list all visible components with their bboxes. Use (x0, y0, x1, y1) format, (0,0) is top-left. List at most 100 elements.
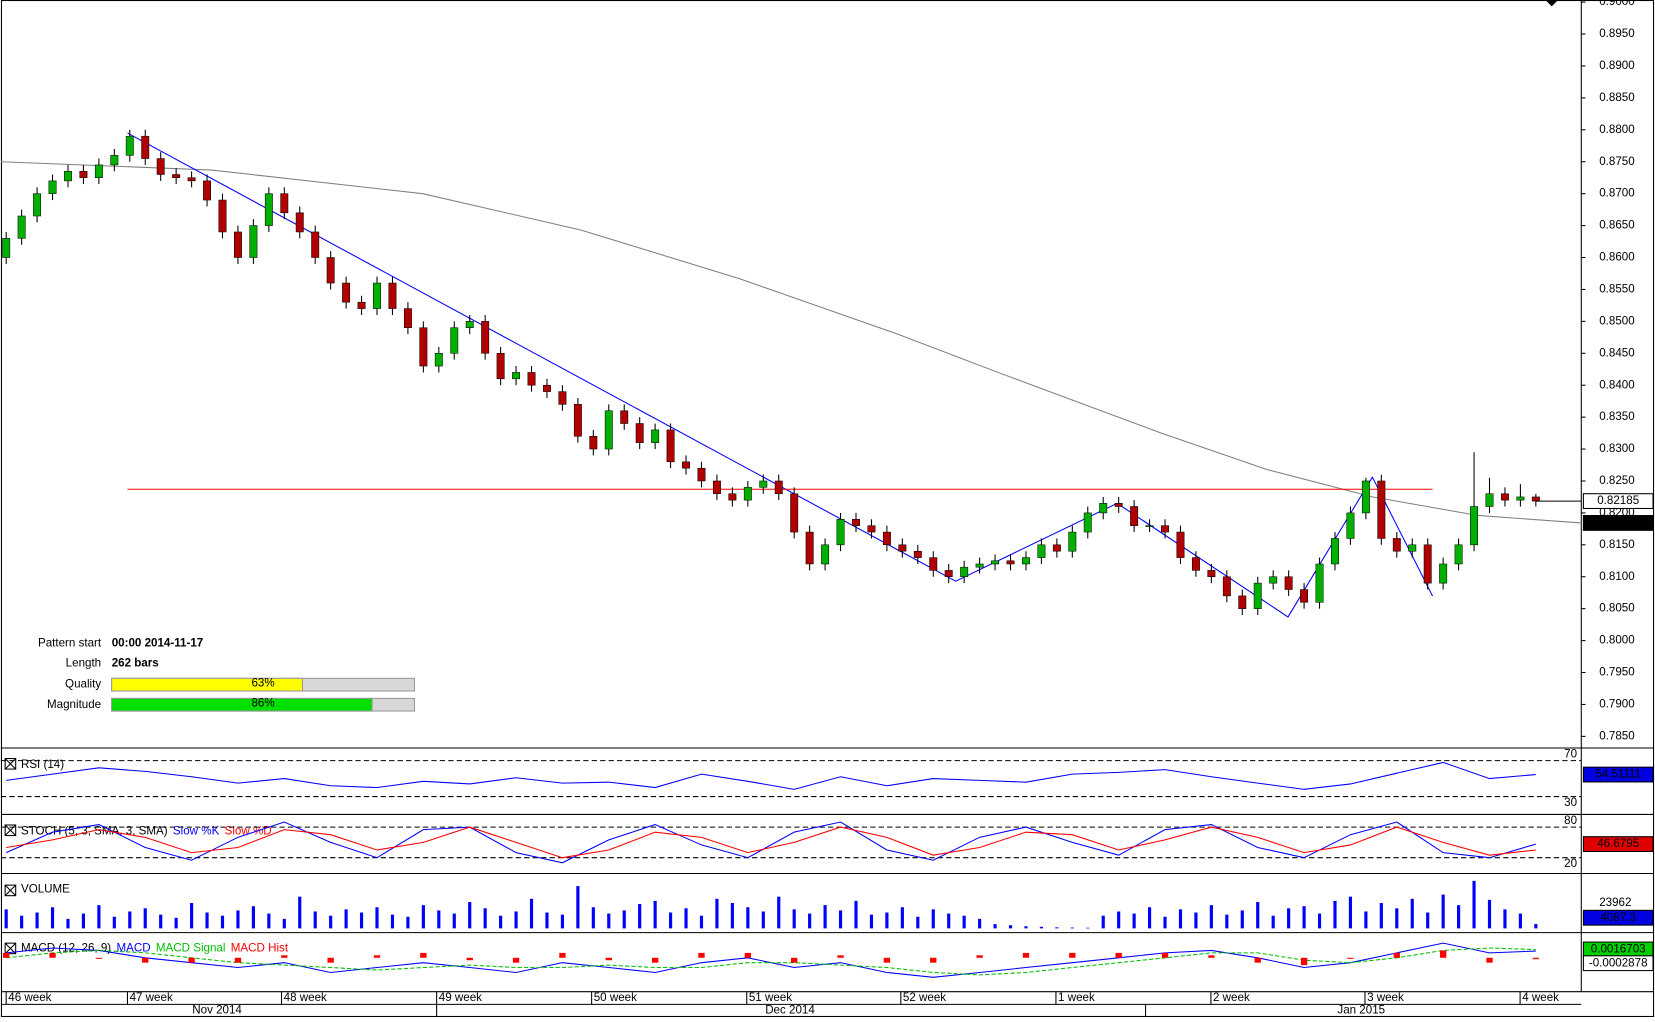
hist-bar (95, 957, 103, 959)
panel-title: VOLUME (21, 882, 70, 895)
candle-body (790, 493, 799, 533)
candle-body (172, 174, 181, 178)
volume-bar (236, 910, 240, 929)
y-tick-label: 70 (1564, 747, 1577, 760)
candle-body (589, 436, 598, 450)
volume-bar (390, 914, 395, 929)
volume-bar (143, 908, 147, 929)
y-tick-label: 0.8000 (1599, 634, 1634, 647)
volume-bar (947, 913, 951, 929)
volume-bar (251, 906, 255, 929)
info-label: Pattern start (38, 637, 102, 650)
volume-bar (1178, 909, 1183, 929)
value-box (1582, 515, 1654, 531)
candle-body (295, 212, 304, 233)
candle-body (326, 257, 335, 284)
candle-body (94, 164, 103, 178)
y-tick-label: 0.8050 (1599, 602, 1634, 615)
volume-bar (97, 905, 101, 929)
candle-body (141, 135, 150, 159)
candle-body (156, 158, 165, 175)
value-label: 0.81843 (1597, 516, 1639, 529)
volume-bar (190, 903, 194, 929)
candle-body (1408, 544, 1417, 552)
candle-body (2, 238, 11, 258)
candle-body (1284, 576, 1293, 590)
volume-bar (499, 915, 503, 929)
series-line (6, 826, 1536, 859)
legend-entry: Slow %K (173, 824, 220, 837)
volume-bar (1364, 911, 1368, 929)
volume-bar (1209, 905, 1213, 929)
y-tick-label: 0.8800 (1599, 123, 1634, 136)
hist-bar (466, 957, 473, 961)
candle-body (620, 410, 629, 424)
volume-bar (607, 913, 611, 929)
hist-bar (1486, 957, 1493, 963)
panel-title-text: RSI (14) (21, 758, 64, 771)
y-tick-label: 0.9000 (1599, 0, 1634, 8)
candle-body (1099, 503, 1108, 514)
volume-bar (931, 909, 935, 929)
volume-bar (128, 911, 132, 929)
hist-bar (559, 952, 566, 958)
volume-bar (81, 913, 86, 929)
volume-bar (869, 914, 874, 929)
volume-bar (1287, 908, 1291, 929)
volume-bar (838, 910, 843, 929)
candle-body (1068, 531, 1077, 552)
candle-body (249, 225, 258, 258)
hist-bar (1439, 950, 1447, 958)
volume-bar (1147, 907, 1152, 929)
candle-body (1500, 493, 1509, 501)
volume-bar (1426, 912, 1430, 929)
volume-bar (591, 907, 595, 929)
x-tick-label: 52 week (903, 991, 946, 1004)
candle-body (280, 193, 289, 214)
candle-body (264, 193, 273, 226)
volume-bar (622, 910, 626, 929)
volume-bar (20, 915, 24, 929)
volume-bar (1163, 916, 1167, 929)
legend-entry: MACD Hist (231, 941, 289, 954)
volume-bar (1117, 911, 1121, 929)
volume-bar (1101, 915, 1105, 929)
volume-bar (112, 916, 116, 929)
hist-bar (930, 957, 937, 963)
candle-body (1392, 538, 1401, 552)
volume-bar (885, 912, 889, 929)
candle-body (682, 461, 690, 469)
hist-bar (188, 957, 195, 963)
volume-bar (1055, 927, 1059, 929)
volume-bar (792, 909, 796, 929)
volume-bar (421, 905, 425, 929)
series-line (5, 821, 1536, 864)
candle-body (1439, 563, 1448, 584)
info-label: Magnitude (47, 698, 101, 711)
candle-body (1485, 493, 1494, 507)
x-tick-label: 4 week (1522, 991, 1559, 1004)
value-label: 0.0016703 (1591, 943, 1646, 956)
volume-bar (220, 915, 225, 929)
volume-bar (777, 896, 781, 929)
volume-bar (468, 901, 472, 929)
candle-body (388, 282, 397, 309)
y-tick-label: 0.8450 (1599, 346, 1634, 359)
hist-bar (1115, 952, 1122, 958)
volume-bar (854, 900, 858, 929)
value-label: 4087.3 (1600, 911, 1635, 924)
candle-body (110, 155, 119, 166)
series-line (6, 761, 1536, 790)
candle-body (573, 404, 582, 437)
hist-bar (1254, 957, 1261, 963)
volume-bar (699, 915, 704, 929)
panel-toggle-x (4, 884, 17, 897)
volume-bar (298, 896, 302, 929)
hist-bar (327, 957, 334, 963)
hist-bar (698, 952, 705, 958)
candle-body (743, 487, 752, 501)
panel-title-text: VOLUME (21, 882, 70, 895)
candle-body (233, 231, 242, 258)
value-box (1582, 909, 1654, 926)
